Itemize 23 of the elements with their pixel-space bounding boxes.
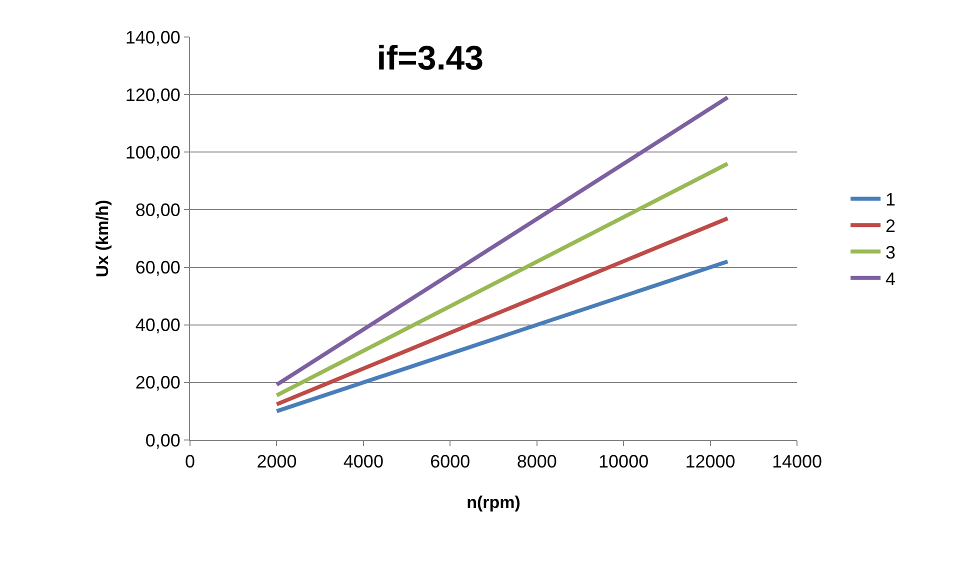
y-tick-label: 120,00 (125, 84, 180, 105)
x-tick-label: 10000 (598, 452, 649, 472)
x-tick-label: 12000 (685, 452, 736, 472)
y-tick-label: 140,00 (125, 27, 180, 48)
x-tick-label: 6000 (430, 452, 470, 472)
x-axis-title: n(rpm) (466, 493, 520, 512)
x-tick-label: 14000 (772, 452, 822, 472)
y-tick-label: 40,00 (135, 315, 180, 336)
legend-label: 3 (886, 242, 896, 263)
legend-label: 4 (886, 268, 896, 289)
y-axis-title: Ux (km/h) (92, 200, 112, 278)
legend-label: 1 (886, 190, 896, 210)
y-tick-label: 0,00 (145, 430, 180, 450)
y-tick-label: 100,00 (125, 142, 180, 162)
y-tick-label: 80,00 (135, 200, 180, 220)
x-tick-label: 0 (184, 452, 196, 472)
x-tick-label: 2000 (256, 452, 297, 472)
chart-title: if=3.43 (376, 40, 484, 78)
x-tick-label: 8000 (516, 452, 557, 472)
legend-label: 2 (886, 216, 896, 236)
x-tick-label: 4000 (343, 452, 384, 472)
y-tick-label: 60,00 (135, 258, 180, 278)
y-tick-label: 20,00 (135, 372, 180, 393)
